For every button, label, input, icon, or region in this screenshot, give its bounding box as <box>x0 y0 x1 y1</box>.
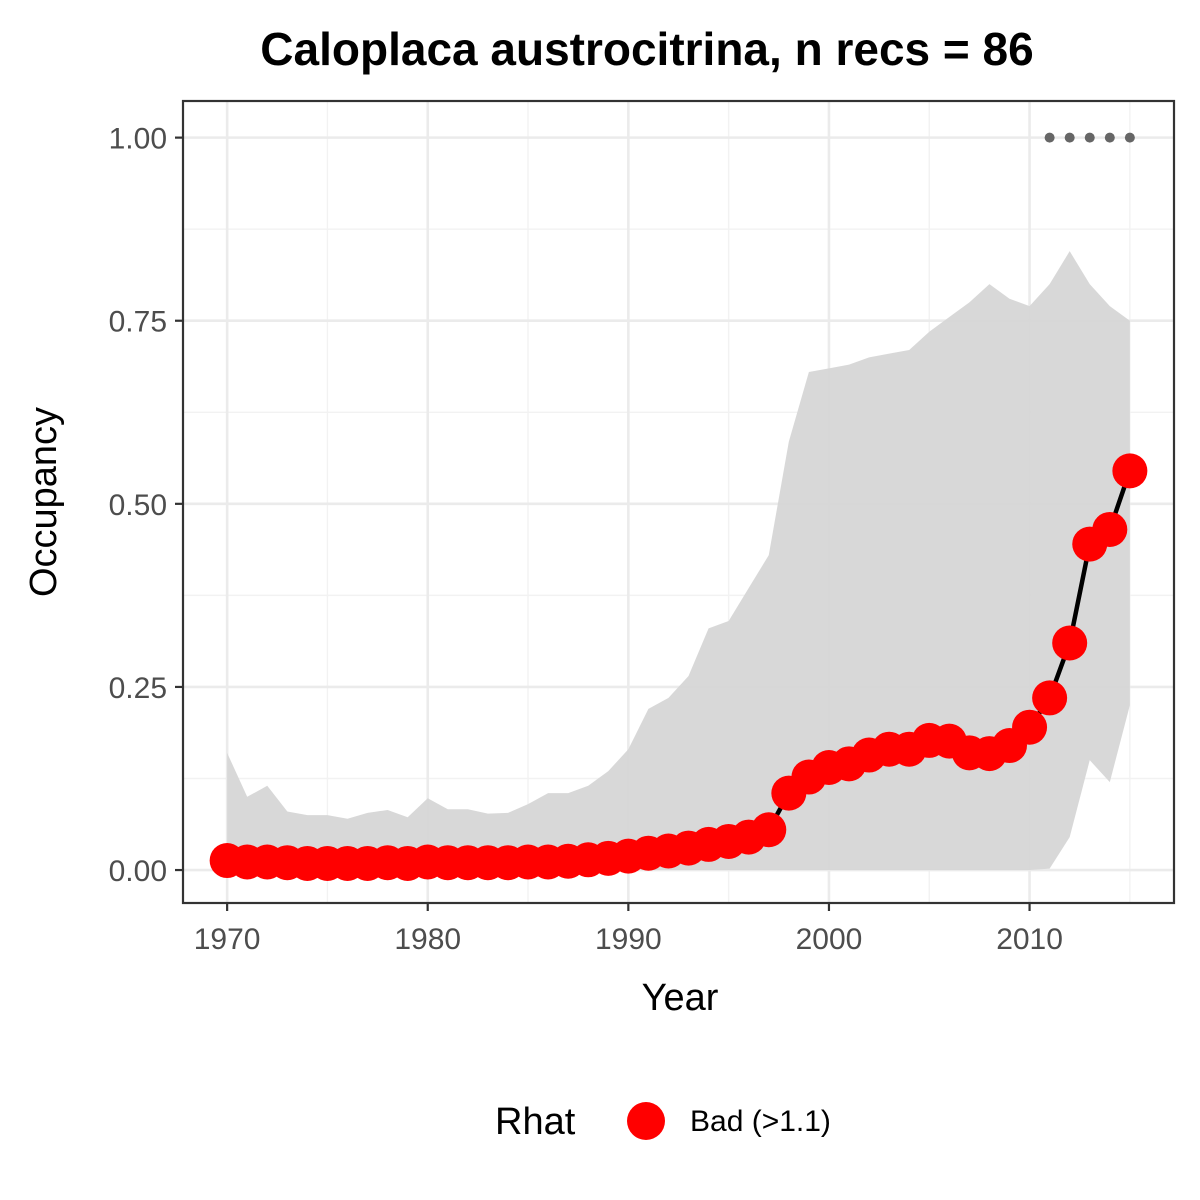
y-tick-label: 0.75 <box>109 306 167 339</box>
record-year-mark <box>1124 132 1135 143</box>
record-year-mark <box>1044 132 1055 143</box>
x-tick-label: 1990 <box>595 923 662 956</box>
y-tick-label: 0.00 <box>109 855 167 888</box>
record-year-mark <box>1104 132 1115 143</box>
data-point <box>1032 680 1068 716</box>
legend-label-bad: Bad (>1.1) <box>690 1105 831 1138</box>
record-year-marks <box>1044 132 1135 143</box>
legend: Rhat Bad (>1.1) <box>495 1101 831 1143</box>
data-point <box>1012 709 1048 745</box>
x-tick-label: 2010 <box>996 923 1063 956</box>
occupancy-points <box>209 453 1148 881</box>
x-axis: 1970 1980 1990 2000 2010 <box>194 903 1063 956</box>
legend-key-bad <box>627 1102 665 1140</box>
data-point <box>1092 511 1128 547</box>
x-axis-title: Year <box>642 977 719 1019</box>
y-tick-label: 0.25 <box>109 672 167 705</box>
y-tick-label: 0.50 <box>109 489 167 522</box>
data-point <box>1052 625 1088 661</box>
y-axis-title: Occupancy <box>23 407 65 597</box>
legend-title: Rhat <box>495 1101 576 1143</box>
x-tick-label: 1970 <box>194 923 261 956</box>
chart-title: Caloplaca austrocitrina, n recs = 86 <box>260 23 1033 75</box>
credible-interval-ribbon <box>227 251 1130 871</box>
data-point <box>1112 453 1148 489</box>
data-point <box>751 812 787 848</box>
plot-panel-border <box>181 99 1176 905</box>
record-year-mark <box>1084 132 1095 143</box>
record-year-mark <box>1064 132 1075 143</box>
x-tick-label: 1980 <box>394 923 461 956</box>
plot-panel <box>181 99 1176 905</box>
y-tick-label: 1.00 <box>109 123 167 156</box>
x-tick-label: 2000 <box>796 923 863 956</box>
y-axis: 0.00 0.25 0.50 0.75 1.00 <box>109 123 183 888</box>
